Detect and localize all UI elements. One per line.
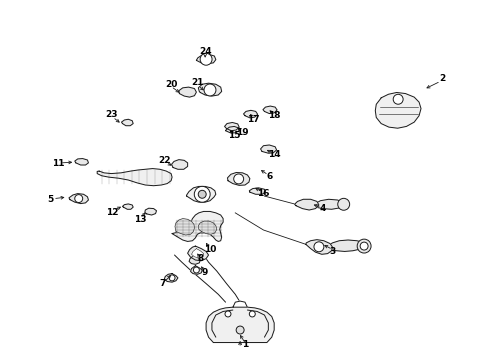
Polygon shape [375, 93, 421, 128]
Text: 22: 22 [159, 156, 171, 165]
Polygon shape [179, 87, 196, 97]
Polygon shape [172, 159, 188, 169]
Polygon shape [122, 204, 133, 209]
Circle shape [169, 275, 175, 281]
Polygon shape [227, 172, 250, 185]
Polygon shape [175, 219, 195, 235]
Polygon shape [192, 249, 204, 258]
Circle shape [360, 242, 368, 250]
Polygon shape [191, 266, 202, 274]
Text: 1: 1 [242, 340, 248, 349]
Circle shape [204, 84, 216, 96]
Text: 2: 2 [439, 74, 445, 83]
Polygon shape [294, 199, 319, 210]
Text: 5: 5 [48, 195, 53, 204]
Text: 11: 11 [51, 159, 64, 168]
Circle shape [194, 186, 210, 202]
Circle shape [338, 198, 350, 210]
Polygon shape [249, 188, 266, 194]
Circle shape [200, 53, 212, 65]
Polygon shape [164, 274, 178, 282]
Polygon shape [329, 240, 366, 251]
Text: 18: 18 [268, 111, 280, 120]
Text: 12: 12 [106, 208, 119, 217]
Text: 4: 4 [319, 204, 326, 213]
Polygon shape [196, 54, 216, 64]
Circle shape [225, 311, 231, 317]
Text: 8: 8 [197, 254, 203, 263]
Polygon shape [97, 168, 172, 186]
Text: 23: 23 [105, 111, 118, 120]
Polygon shape [233, 301, 247, 307]
Polygon shape [145, 208, 156, 215]
Text: 6: 6 [266, 172, 272, 181]
Polygon shape [263, 106, 277, 113]
Polygon shape [69, 194, 88, 203]
Polygon shape [187, 186, 216, 202]
Polygon shape [206, 307, 274, 342]
Polygon shape [261, 145, 276, 153]
Polygon shape [316, 199, 344, 209]
Polygon shape [224, 122, 239, 131]
Text: 17: 17 [247, 115, 260, 124]
Text: 19: 19 [236, 129, 249, 138]
Text: 9: 9 [202, 268, 208, 277]
Polygon shape [306, 240, 333, 254]
Text: 20: 20 [165, 80, 177, 89]
Text: 21: 21 [191, 78, 204, 87]
Text: 3: 3 [329, 247, 336, 256]
Polygon shape [172, 211, 223, 242]
Polygon shape [189, 256, 200, 264]
Polygon shape [198, 83, 221, 96]
Polygon shape [198, 221, 217, 234]
Polygon shape [244, 111, 258, 118]
Circle shape [234, 174, 244, 184]
Text: 10: 10 [204, 245, 216, 254]
Circle shape [194, 267, 199, 273]
Text: 13: 13 [134, 215, 147, 224]
Circle shape [236, 326, 244, 334]
Circle shape [75, 195, 83, 203]
Text: 15: 15 [228, 131, 241, 140]
Polygon shape [225, 126, 239, 133]
Polygon shape [122, 119, 133, 126]
Text: 7: 7 [159, 279, 166, 288]
Circle shape [314, 242, 324, 252]
Circle shape [198, 190, 206, 198]
Text: 24: 24 [199, 47, 212, 56]
Circle shape [249, 311, 255, 317]
Text: 14: 14 [268, 150, 280, 159]
Polygon shape [75, 158, 88, 165]
Circle shape [357, 239, 371, 253]
Polygon shape [188, 246, 209, 261]
Circle shape [393, 94, 403, 104]
Text: 16: 16 [257, 189, 270, 198]
